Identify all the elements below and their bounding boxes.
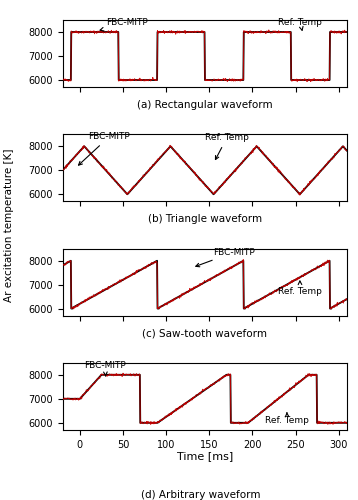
X-axis label: (a) Rectangular waveform: (a) Rectangular waveform — [137, 100, 273, 110]
Text: FBC-MITP: FBC-MITP — [84, 361, 126, 376]
Text: Ref. Temp: Ref. Temp — [265, 413, 309, 425]
Text: FBC-MITP: FBC-MITP — [100, 18, 148, 31]
Text: Ref. Temp: Ref. Temp — [205, 134, 249, 160]
Text: (d) Arbitrary waveform: (d) Arbitrary waveform — [141, 490, 260, 500]
Text: Ar excitation temperature [K]: Ar excitation temperature [K] — [4, 148, 14, 302]
Text: Ref. Temp: Ref. Temp — [278, 281, 322, 296]
X-axis label: (c) Saw-tooth waveform: (c) Saw-tooth waveform — [142, 328, 267, 338]
Text: Ref. Temp: Ref. Temp — [278, 18, 322, 30]
Text: FBC-MITP: FBC-MITP — [78, 132, 130, 165]
X-axis label: (b) Triangle waveform: (b) Triangle waveform — [148, 214, 262, 224]
Text: FBC-MITP: FBC-MITP — [196, 248, 255, 267]
X-axis label: Time [ms]: Time [ms] — [177, 451, 233, 461]
